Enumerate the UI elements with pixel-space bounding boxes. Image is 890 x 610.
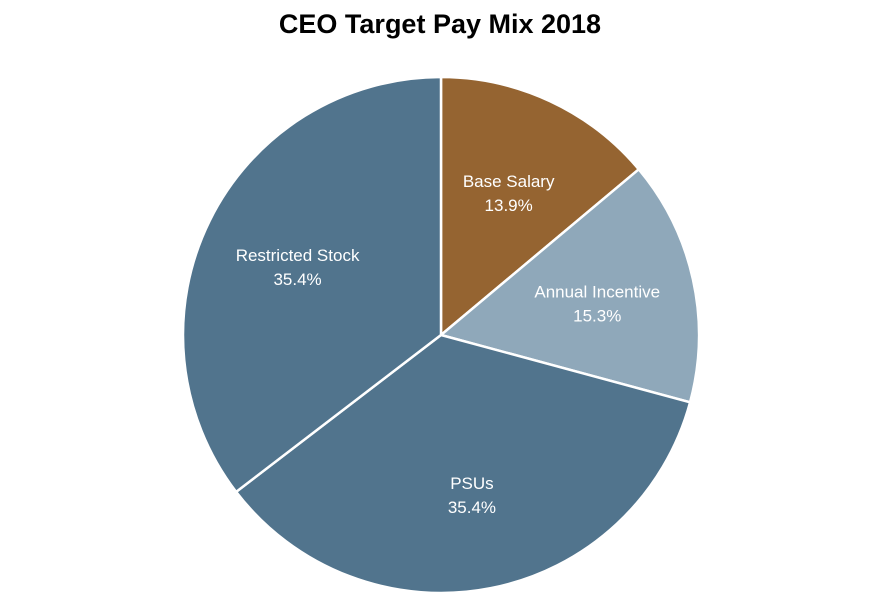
- slice-value-psus: 35.4%: [448, 498, 496, 517]
- pie-slice-annual-incentive: [438, 167, 701, 404]
- slice-value-restricted-stock: 35.4%: [273, 270, 321, 289]
- pie-slice-base-salary: [439, 75, 641, 338]
- pie-slice-psus: [234, 333, 692, 595]
- slice-value-base-salary: 13.9%: [485, 196, 533, 215]
- slice-name-restricted-stock: Restricted Stock: [236, 246, 360, 265]
- chart-title: CEO Target Pay Mix 2018: [279, 9, 601, 39]
- slice-value-annual-incentive: 15.3%: [573, 307, 621, 326]
- slice-name-base-salary: Base Salary: [463, 172, 555, 191]
- slice-name-annual-incentive: Annual Incentive: [534, 283, 660, 302]
- slice-name-psus: PSUs: [450, 474, 493, 493]
- pie-slice-restricted-stock: [181, 75, 443, 494]
- pie-labels: Base Salary 13.9% Annual Incentive 15.3% PSU…: [236, 172, 660, 517]
- pie-slices: [181, 75, 701, 595]
